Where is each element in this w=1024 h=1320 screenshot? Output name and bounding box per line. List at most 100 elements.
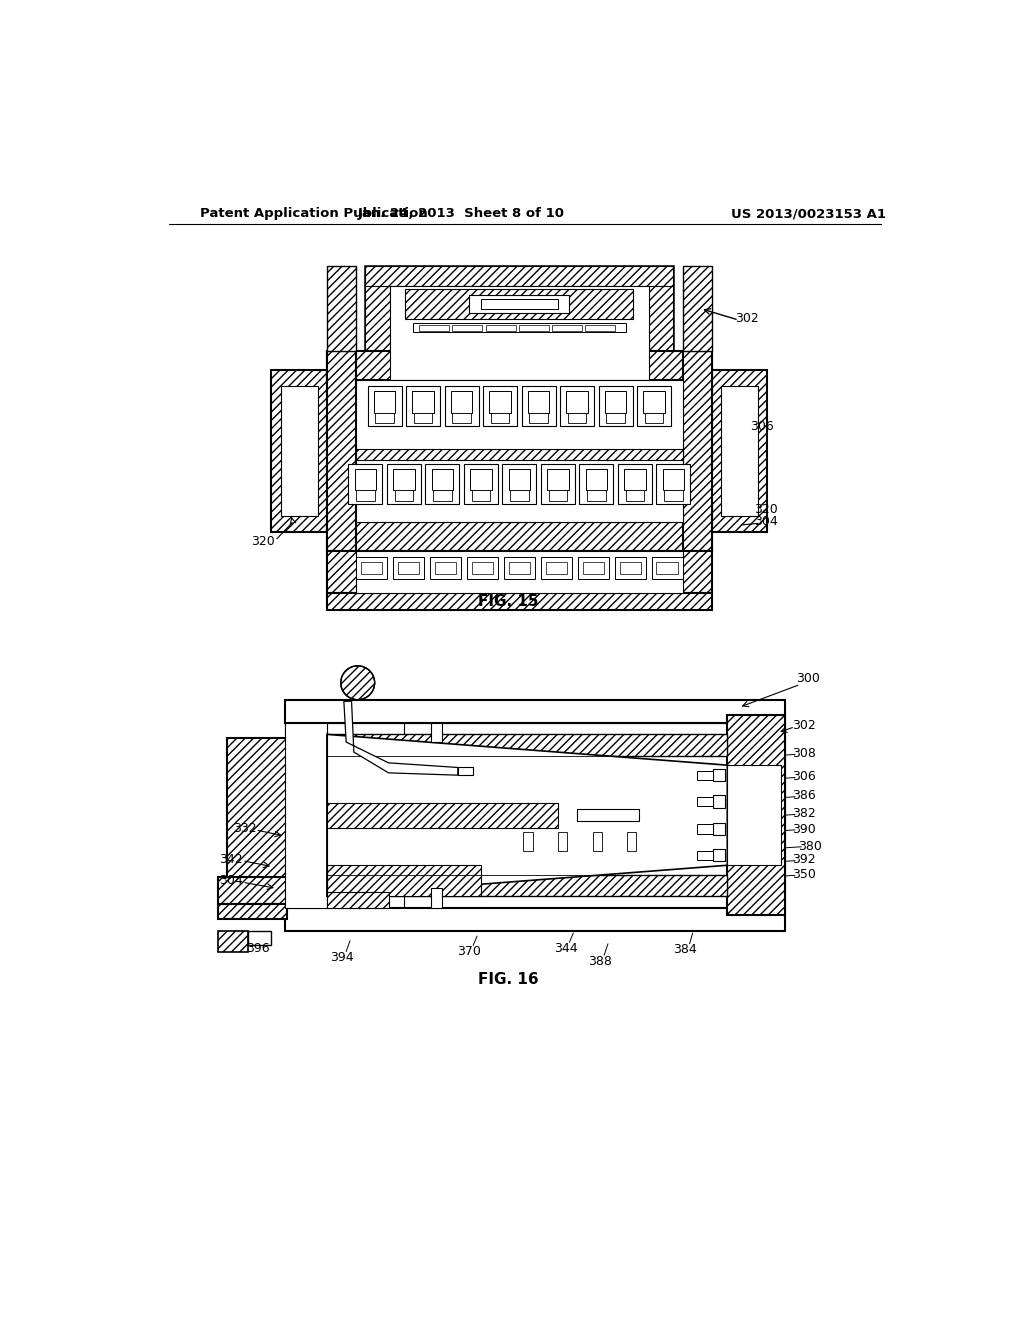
Bar bbox=[696, 797, 714, 807]
Bar bbox=[470, 469, 492, 490]
Text: 302: 302 bbox=[734, 312, 759, 325]
Bar bbox=[431, 888, 442, 908]
Text: 304: 304 bbox=[219, 874, 243, 887]
Bar bbox=[467, 557, 498, 578]
Text: 344: 344 bbox=[554, 942, 578, 954]
Text: 320: 320 bbox=[251, 536, 274, 548]
Bar bbox=[451, 391, 472, 412]
Bar bbox=[366, 267, 674, 286]
Bar bbox=[356, 449, 683, 461]
Bar bbox=[614, 557, 646, 578]
Bar bbox=[547, 469, 568, 490]
Bar bbox=[645, 412, 664, 424]
Bar bbox=[727, 715, 785, 915]
Text: Patent Application Publication: Patent Application Publication bbox=[200, 207, 428, 220]
Bar bbox=[458, 767, 473, 775]
Bar bbox=[433, 490, 452, 502]
Bar bbox=[549, 490, 567, 502]
Text: Jan. 24, 2013  Sheet 8 of 10: Jan. 24, 2013 Sheet 8 of 10 bbox=[358, 207, 565, 220]
Bar bbox=[414, 412, 432, 424]
Bar bbox=[356, 380, 683, 521]
Bar bbox=[444, 387, 478, 426]
Bar bbox=[285, 723, 327, 908]
Bar bbox=[327, 866, 481, 896]
Bar bbox=[366, 267, 674, 380]
Bar bbox=[453, 412, 471, 424]
Bar bbox=[354, 469, 376, 490]
Bar bbox=[281, 385, 317, 516]
Bar bbox=[490, 412, 509, 424]
Bar bbox=[481, 298, 558, 309]
Bar bbox=[393, 557, 424, 578]
Bar bbox=[327, 552, 712, 594]
Bar bbox=[285, 723, 785, 908]
Bar bbox=[393, 469, 415, 490]
Bar bbox=[217, 904, 287, 919]
Bar bbox=[587, 490, 605, 502]
Bar bbox=[397, 562, 419, 574]
Bar bbox=[435, 562, 457, 574]
Circle shape bbox=[341, 665, 375, 700]
Bar bbox=[217, 876, 287, 904]
Bar bbox=[285, 700, 785, 723]
Text: 388: 388 bbox=[589, 954, 612, 968]
Bar bbox=[226, 738, 287, 892]
Text: 370: 370 bbox=[458, 945, 481, 958]
Bar bbox=[683, 351, 712, 552]
Bar bbox=[327, 351, 712, 380]
Bar bbox=[649, 267, 674, 380]
Bar bbox=[327, 594, 712, 610]
Bar bbox=[360, 562, 382, 574]
Bar bbox=[372, 272, 668, 380]
Bar bbox=[419, 325, 450, 331]
Bar bbox=[432, 469, 454, 490]
Text: 306: 306 bbox=[751, 420, 774, 433]
Bar bbox=[714, 770, 725, 781]
Bar bbox=[583, 562, 604, 574]
Text: 342: 342 bbox=[219, 853, 243, 866]
Text: 394: 394 bbox=[331, 952, 354, 964]
Bar bbox=[327, 874, 727, 896]
Bar bbox=[656, 465, 690, 504]
Bar bbox=[637, 387, 671, 426]
Text: 332: 332 bbox=[232, 822, 256, 834]
Text: 306: 306 bbox=[793, 770, 816, 783]
Bar bbox=[625, 469, 646, 490]
Bar bbox=[578, 809, 639, 821]
Bar bbox=[560, 387, 594, 426]
Bar bbox=[485, 325, 515, 331]
Bar bbox=[712, 370, 767, 532]
Text: 350: 350 bbox=[793, 869, 816, 880]
Bar bbox=[489, 391, 511, 412]
Bar bbox=[285, 908, 785, 931]
Bar bbox=[568, 412, 587, 424]
Bar bbox=[249, 931, 271, 945]
Bar bbox=[541, 465, 574, 504]
Polygon shape bbox=[344, 701, 458, 775]
Bar bbox=[464, 465, 498, 504]
Bar bbox=[387, 465, 421, 504]
Bar bbox=[663, 469, 684, 490]
Bar bbox=[696, 825, 714, 834]
Bar bbox=[368, 387, 401, 426]
Text: FIG. 16: FIG. 16 bbox=[477, 972, 539, 987]
Bar bbox=[356, 557, 387, 578]
Bar bbox=[626, 490, 644, 502]
Bar bbox=[431, 723, 442, 742]
Bar bbox=[271, 370, 327, 532]
Text: 392: 392 bbox=[793, 853, 816, 866]
Bar bbox=[566, 391, 588, 412]
Text: 308: 308 bbox=[793, 747, 816, 760]
Bar bbox=[483, 387, 517, 426]
Bar bbox=[528, 391, 550, 412]
Bar bbox=[652, 557, 683, 578]
Text: 390: 390 bbox=[793, 822, 816, 836]
Bar bbox=[714, 849, 725, 862]
Bar bbox=[518, 325, 549, 331]
Bar bbox=[413, 391, 434, 412]
Bar bbox=[425, 465, 460, 504]
Bar bbox=[586, 469, 607, 490]
Bar bbox=[376, 412, 394, 424]
Text: 384: 384 bbox=[673, 944, 697, 957]
Bar bbox=[541, 557, 571, 578]
